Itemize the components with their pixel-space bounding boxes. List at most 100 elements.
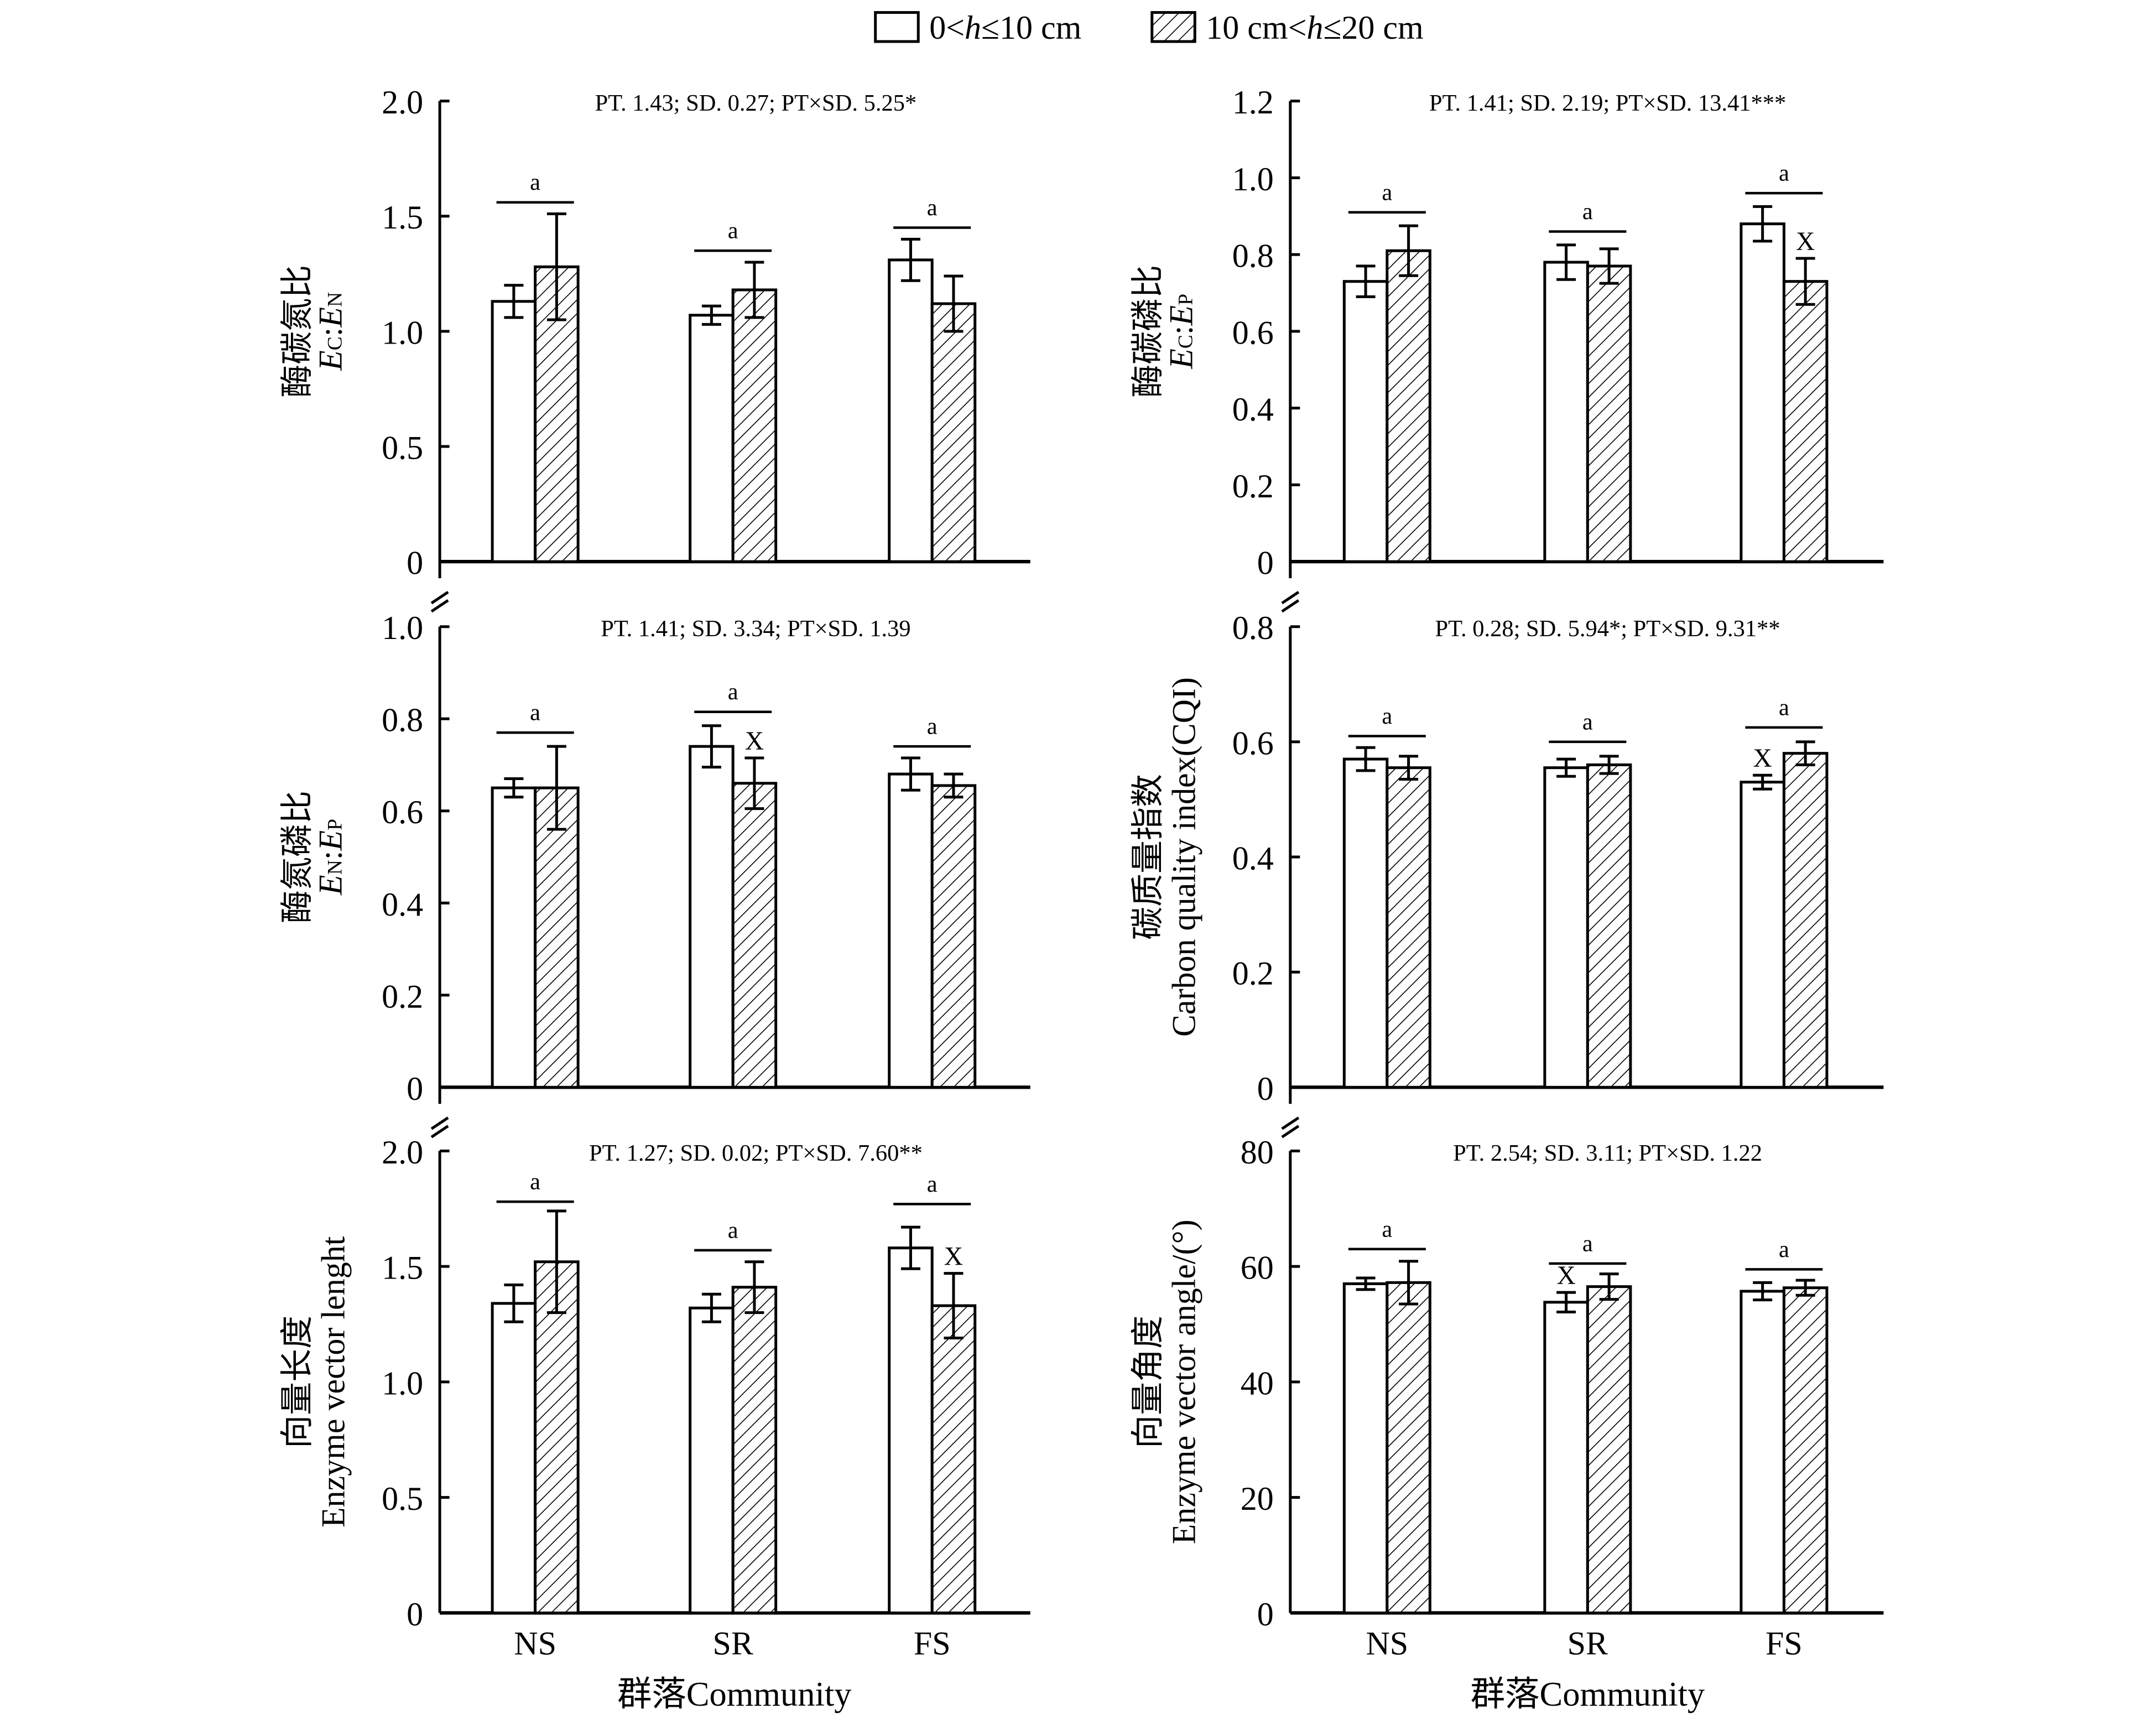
error-bar-SR-series-0 <box>701 1292 721 1323</box>
x-significance-mark: X <box>944 1243 963 1271</box>
error-bar-FS-series-0 <box>1753 205 1773 243</box>
bar-FS-series-0 <box>1740 1290 1785 1614</box>
x-tick-label: NS <box>514 1625 556 1661</box>
error-bar-SR-series-1 <box>1599 1272 1619 1301</box>
legend-label-0-10: 0<h≤10 cm <box>929 9 1081 46</box>
bar-NS-series-0 <box>1342 1282 1389 1614</box>
bar-FS-series-1 <box>930 784 977 1089</box>
bar-FS-series-1 <box>930 1304 977 1614</box>
significance-letter: a <box>728 1217 738 1243</box>
bar-NS-series-0 <box>491 786 537 1089</box>
error-bar-NS-series-1 <box>1399 755 1419 781</box>
error-bar-FS-series-0 <box>900 1225 920 1270</box>
chart-panel-3: 0 0.2 0.4 0.6 0.8 1.0 PT. 1.41; SD. 3.34; PT×S… <box>279 610 1030 1139</box>
y-tick-label: 0.4 <box>1232 391 1274 428</box>
axis-break-mark <box>1281 591 1300 613</box>
error-bar-SR-series-1 <box>744 1260 764 1314</box>
y-tick-label: 0 <box>407 1071 423 1107</box>
y-tick-label: 0.8 <box>1232 238 1274 274</box>
bar-SR-series-0 <box>689 314 735 563</box>
error-bar-FS-series-1 <box>944 1272 964 1340</box>
significance-letter: a <box>1382 1216 1392 1242</box>
x-significance-mark: X <box>1796 227 1815 256</box>
bar-FS-series-0 <box>888 772 934 1089</box>
significance-letter: a <box>728 218 738 244</box>
bar-NS-series-1 <box>534 1260 580 1614</box>
legend-swatch-white <box>874 11 920 43</box>
y-tick-label: 20 <box>1241 1480 1274 1517</box>
y-tick-label: 80 <box>1241 1134 1274 1171</box>
y-tick-label: 0.5 <box>382 430 423 466</box>
y-tick-label: 0.8 <box>1232 610 1274 646</box>
bar-SR-series-1 <box>731 1286 778 1614</box>
y-axis-label-cn: 酶碳磷比 <box>1129 265 1166 398</box>
y-tick-label: 1.5 <box>382 199 423 236</box>
bar-NS-series-0 <box>491 1302 537 1614</box>
error-bar-NS-series-0 <box>1356 1276 1376 1291</box>
error-bar-FS-series-0 <box>900 237 920 282</box>
y-axis-label-cn: 酶碳氮比 <box>279 265 316 398</box>
y-axis-label-cn: 碳质量指数 <box>1129 774 1166 940</box>
significance-letter: a <box>1779 160 1789 186</box>
significance-letter: a <box>927 1171 938 1197</box>
bar-SR-series-0 <box>689 1306 735 1614</box>
chart-panel-2: 0 0.2 0.4 0.6 0.8 1.0 1.2 PT. 1.41; SD. 2.19; P… <box>1129 84 1884 613</box>
legend-label-10-20: 10 cm<h≤20 cm <box>1206 9 1423 46</box>
x-tick-label: SR <box>712 1625 753 1661</box>
significance-letter: a <box>530 700 540 726</box>
error-bar-NS-series-0 <box>504 777 524 799</box>
error-bar-SR-series-0 <box>701 304 721 326</box>
bar-NS-series-0 <box>1342 280 1389 563</box>
bar-SR-series-1 <box>1586 1285 1632 1614</box>
error-bar-FS-series-0 <box>1753 1281 1773 1302</box>
bar-SR-series-0 <box>689 745 735 1089</box>
x-tick-label: NS <box>1366 1625 1408 1661</box>
error-bar-NS-series-0 <box>504 284 524 319</box>
y-axis-label-en: EN:EP <box>313 819 349 896</box>
y-tick-label: 1.5 <box>382 1250 423 1286</box>
y-tick-label: 0 <box>1257 545 1274 581</box>
bar-SR-series-1 <box>1586 264 1632 563</box>
bar-NS-series-0 <box>1342 757 1389 1089</box>
y-tick-label: 0.6 <box>1232 314 1274 351</box>
error-bar-FS-series-1 <box>944 772 964 799</box>
axis-break-mark <box>1281 1116 1300 1139</box>
bar-FS-series-1 <box>1782 752 1829 1089</box>
y-tick-label: 0 <box>407 545 423 581</box>
bar-SR-series-0 <box>1543 766 1589 1089</box>
error-bar-NS-series-1 <box>546 745 566 831</box>
error-bar-FS-series-1 <box>1795 1279 1815 1297</box>
bar-SR-series-0 <box>1543 261 1589 563</box>
significance-letter: a <box>927 195 938 221</box>
bar-FS-series-1 <box>1782 280 1829 563</box>
bar-SR-series-1 <box>731 288 778 563</box>
y-tick-label: 0.2 <box>382 978 423 1015</box>
y-tick-label: 0.8 <box>382 702 423 739</box>
y-axis-label-en: EC:EN <box>313 292 349 371</box>
error-bar-SR-series-1 <box>1599 247 1619 285</box>
y-tick-label: 40 <box>1241 1365 1274 1401</box>
error-bar-FS-series-1 <box>1795 740 1815 766</box>
x-significance-mark: X <box>1556 1261 1575 1290</box>
significance-letter: a <box>1382 179 1392 205</box>
error-bar-SR-series-1 <box>1599 755 1619 775</box>
y-tick-label: 60 <box>1241 1250 1274 1286</box>
error-bar-NS-series-1 <box>546 1209 566 1314</box>
error-bar-NS-series-1 <box>1399 1260 1419 1306</box>
bar-FS-series-1 <box>1782 1286 1829 1614</box>
significance-letter: a <box>1582 1230 1593 1256</box>
y-tick-label: 0 <box>407 1596 423 1633</box>
error-bar-SR-series-0 <box>1556 243 1576 281</box>
bar-SR-series-0 <box>1543 1301 1589 1614</box>
x-axis-label-left: 群落Community <box>617 1675 852 1713</box>
y-axis-label-en: EC:EP <box>1163 294 1199 370</box>
legend-swatch-hatched <box>1150 11 1196 43</box>
error-bar-FS-series-0 <box>900 756 920 792</box>
y-axis-label-cn: 向量角度 <box>1129 1316 1166 1448</box>
bar-FS-series-0 <box>1740 781 1785 1089</box>
bar-NS-series-1 <box>1386 1281 1431 1614</box>
significance-letter: a <box>1582 709 1593 735</box>
significance-letter: a <box>728 679 738 705</box>
error-bar-SR-series-0 <box>1556 1291 1576 1314</box>
